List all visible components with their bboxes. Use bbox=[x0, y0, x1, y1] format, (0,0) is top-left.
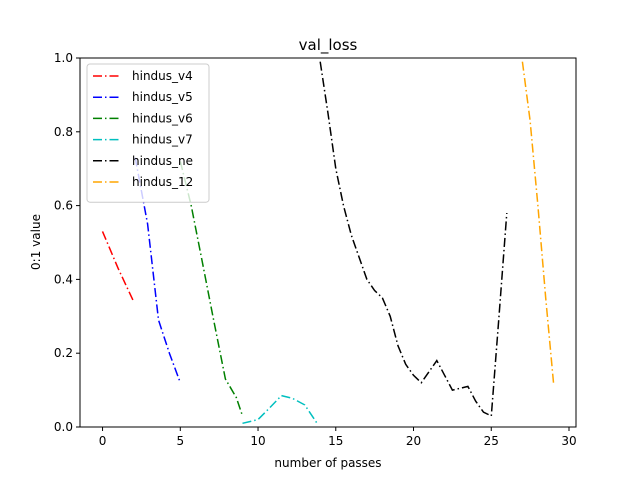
y-tick-label: 0.4 bbox=[54, 272, 73, 286]
x-tick-label: 25 bbox=[484, 434, 499, 448]
series-line-hindus_v7 bbox=[242, 394, 318, 425]
chart-title: val_loss bbox=[299, 36, 358, 55]
legend-label: hindus_v6 bbox=[132, 111, 193, 125]
x-tick-label: 15 bbox=[328, 434, 343, 448]
legend-label: hindus_12 bbox=[132, 175, 193, 189]
series-line-hindus_ne bbox=[319, 61, 508, 418]
legend: hindus_v4 hindus_v5 hindus_v6 hindus_v7hind… bbox=[86, 63, 210, 203]
y-tick-label: 0.6 bbox=[54, 199, 73, 213]
x-tick-label: 10 bbox=[250, 434, 265, 448]
series-line-hindus_v4 bbox=[101, 231, 135, 302]
series-line-hindus_v6 bbox=[179, 161, 244, 417]
x-tick-label: 20 bbox=[406, 434, 421, 448]
axis-ticks: 0 5 10 15 20 25 30 0.0 0.2 0.4 0.6 0.8 1.0 bbox=[54, 51, 577, 448]
x-tick-label: 30 bbox=[561, 434, 576, 448]
x-tick-label: 5 bbox=[176, 434, 184, 448]
y-tick-label: 1.0 bbox=[54, 51, 73, 65]
y-tick-label: 0.2 bbox=[54, 346, 73, 360]
legend-label: hindus_v4 bbox=[132, 69, 193, 83]
axes-frame bbox=[79, 57, 577, 428]
y-tick-label: 0.0 bbox=[54, 420, 73, 434]
legend-box bbox=[86, 63, 210, 203]
legend-label: hindus_v5 bbox=[132, 90, 193, 104]
y-axis-label: 0:1 value bbox=[29, 214, 43, 270]
series-line-hindus_12 bbox=[521, 61, 555, 383]
legend-label: hindus_v7 bbox=[132, 133, 193, 147]
x-tick-label: 0 bbox=[99, 434, 107, 448]
legend-label: hindus_ne bbox=[132, 154, 193, 168]
y-tick-label: 0.8 bbox=[54, 125, 73, 139]
x-axis-label: number of passes bbox=[274, 456, 381, 470]
